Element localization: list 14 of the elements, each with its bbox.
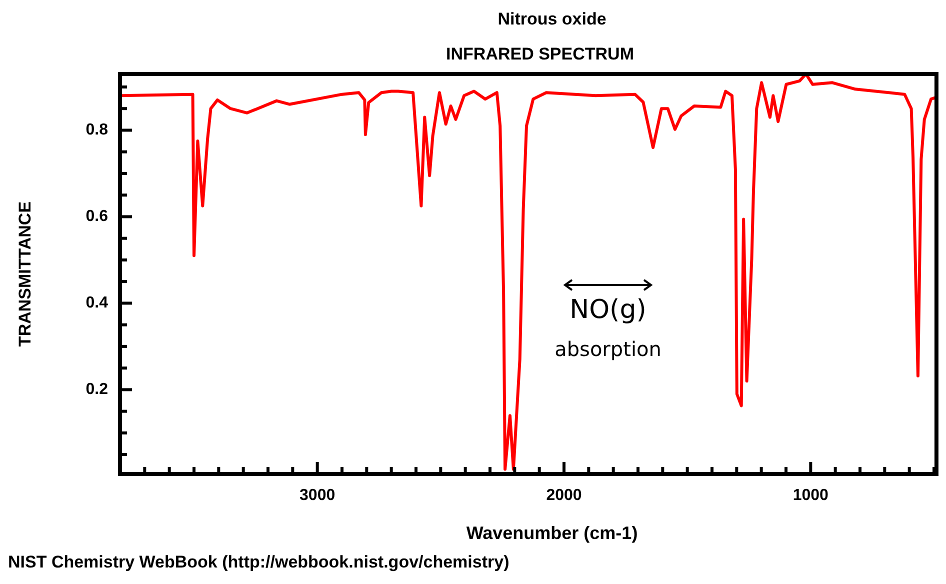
y-tick-label: 0.2 (86, 381, 108, 398)
text: NIST Chemistry WebBook (http://webbook.nist.gov/chemistry) (8, 552, 510, 572)
x-axis-title: Wavenumber (cm-1) (466, 522, 638, 543)
annotation: NO(g) (570, 294, 646, 325)
x-tick-label: 2000 (546, 487, 582, 504)
y-tick-label: 0.4 (86, 294, 108, 312)
x-tick-label: 3000 (300, 487, 336, 504)
x-tick-label: 1000 (792, 487, 829, 504)
annotation: absorption (554, 337, 662, 362)
y-axis-title: TRANSMITTANCE (16, 201, 35, 347)
chart-title: Nitrous oxide (498, 10, 606, 29)
y-tick-label: 0.6 (86, 208, 108, 226)
chart-subtitle: INFRARED SPECTRUM (446, 44, 634, 64)
y-tick-label: 0.8 (86, 122, 108, 139)
